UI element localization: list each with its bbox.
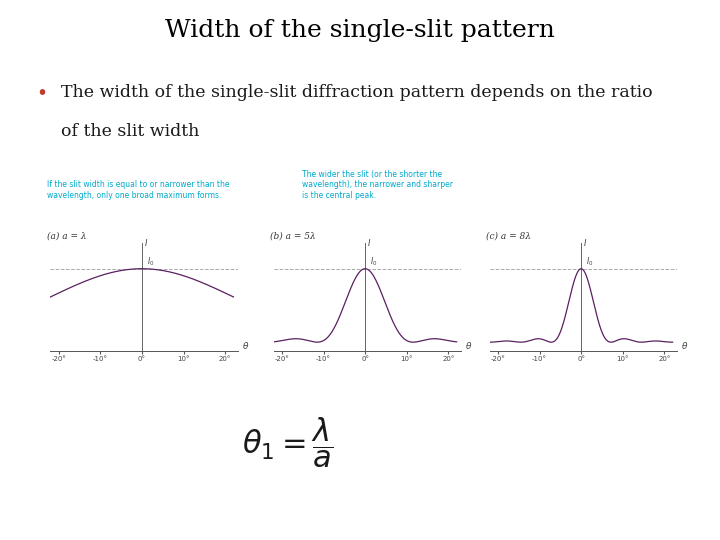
Text: (a) a = λ: (a) a = λ — [47, 232, 86, 241]
Text: The width of the single-slit diffraction pattern depends on the ratio: The width of the single-slit diffraction… — [61, 84, 653, 100]
Text: Width of the single-slit pattern: Width of the single-slit pattern — [165, 19, 555, 42]
Text: •: • — [36, 84, 47, 103]
Text: $\theta_1 = \dfrac{\lambda}{a}$: $\theta_1 = \dfrac{\lambda}{a}$ — [243, 415, 333, 470]
Text: $I$: $I$ — [367, 237, 372, 248]
Text: $\theta$: $\theta$ — [681, 340, 688, 350]
Text: $I_0$: $I_0$ — [147, 255, 154, 268]
Text: $I_0$: $I_0$ — [370, 255, 377, 268]
Text: (c) a = 8λ: (c) a = 8λ — [486, 232, 531, 241]
Text: $I$: $I$ — [583, 237, 588, 248]
Text: If the slit width is equal to or narrower than the
wavelength, only one broad ma: If the slit width is equal to or narrowe… — [47, 180, 229, 200]
Text: $I$: $I$ — [144, 237, 148, 248]
Text: $I_0$: $I_0$ — [586, 255, 593, 268]
Text: of the slit width: of the slit width — [61, 123, 205, 139]
Text: $\theta$: $\theta$ — [242, 340, 249, 350]
Text: (b) a = 5λ: (b) a = 5λ — [270, 232, 315, 241]
Text: The wider the slit (or the shorter the
wavelength), the narrower and sharper
is : The wider the slit (or the shorter the w… — [302, 170, 454, 200]
Text: $\theta$: $\theta$ — [465, 340, 472, 350]
